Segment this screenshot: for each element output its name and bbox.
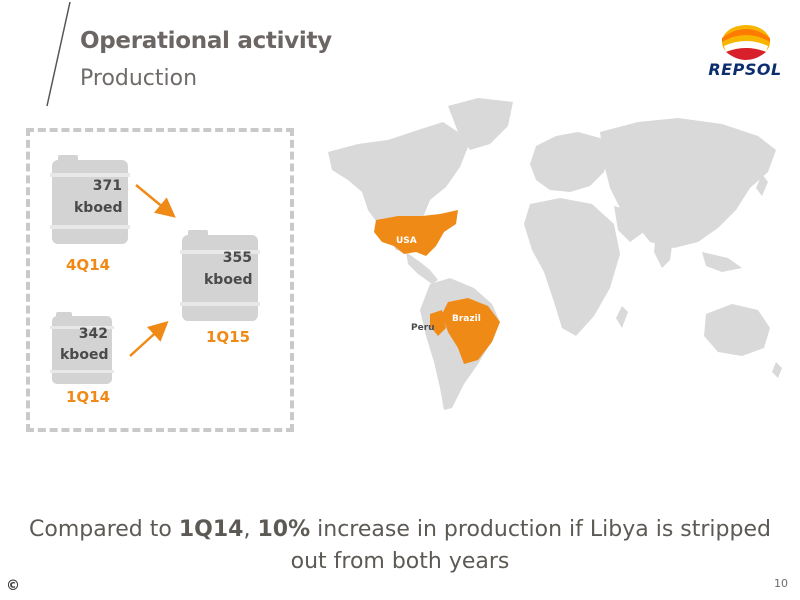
greenland-shape	[448, 98, 513, 150]
page-number: 10	[774, 577, 788, 590]
barrel-icon	[180, 230, 260, 321]
barrel-icon	[50, 155, 130, 244]
production-unit-4q14: kboed	[74, 200, 123, 216]
period-label-4q14: 4Q14	[66, 256, 111, 274]
north-america-shape	[328, 122, 468, 252]
new-zealand-shape	[772, 362, 782, 378]
arabia-india-shape	[614, 206, 644, 242]
summary-statement: Compared to 1Q14, 10% increase in produc…	[0, 514, 800, 578]
usa-highlight	[374, 210, 458, 256]
production-unit-1q14: kboed	[60, 347, 109, 363]
japan-shape	[756, 174, 768, 196]
australia-shape	[704, 304, 770, 356]
summary-percent: 10%	[257, 517, 311, 542]
repsol-logo: REPSOL	[700, 8, 790, 80]
barrel-icon	[50, 312, 114, 384]
central-america-shape	[406, 252, 438, 284]
summary-pre: Compared to	[29, 517, 179, 542]
map-label-brazil: Brazil	[452, 314, 481, 324]
map-label-peru: Peru	[411, 323, 435, 333]
copyright-icon: ©	[6, 578, 20, 594]
arrows-layer	[129, 184, 176, 357]
map-label-usa: USA	[396, 236, 417, 246]
europe-shape	[530, 132, 610, 192]
arrow-up-icon	[129, 320, 169, 357]
asia-shape	[600, 118, 776, 248]
production-value-4q14: 371	[92, 178, 122, 194]
africa-shape	[524, 198, 620, 336]
title-divider-line	[46, 1, 71, 107]
page-subtitle: Production	[80, 66, 198, 91]
arrow-down-icon	[135, 184, 176, 218]
production-value-1q14: 342	[78, 326, 108, 342]
repsol-logo-icon	[722, 25, 770, 60]
production-value-1q15: 355	[222, 250, 252, 266]
summary-post: increase in production if Libya is strip…	[310, 517, 771, 542]
brazil-highlight	[442, 298, 500, 364]
production-comparison-box	[26, 128, 294, 432]
world-map	[328, 98, 782, 410]
se-asia-shape	[702, 252, 742, 272]
summary-mid: ,	[243, 517, 258, 542]
summary-line2: out from both years	[290, 549, 510, 574]
india-shape	[654, 232, 674, 268]
logo-wordmark: REPSOL	[708, 60, 782, 79]
period-label-1q15: 1Q15	[206, 328, 251, 346]
madagascar-shape	[616, 306, 628, 328]
summary-quarter: 1Q14	[178, 517, 244, 542]
production-unit-1q15: kboed	[204, 272, 253, 288]
peru-highlight	[430, 310, 446, 336]
period-label-1q14: 1Q14	[66, 388, 111, 406]
page-title: Operational activity	[80, 28, 332, 54]
